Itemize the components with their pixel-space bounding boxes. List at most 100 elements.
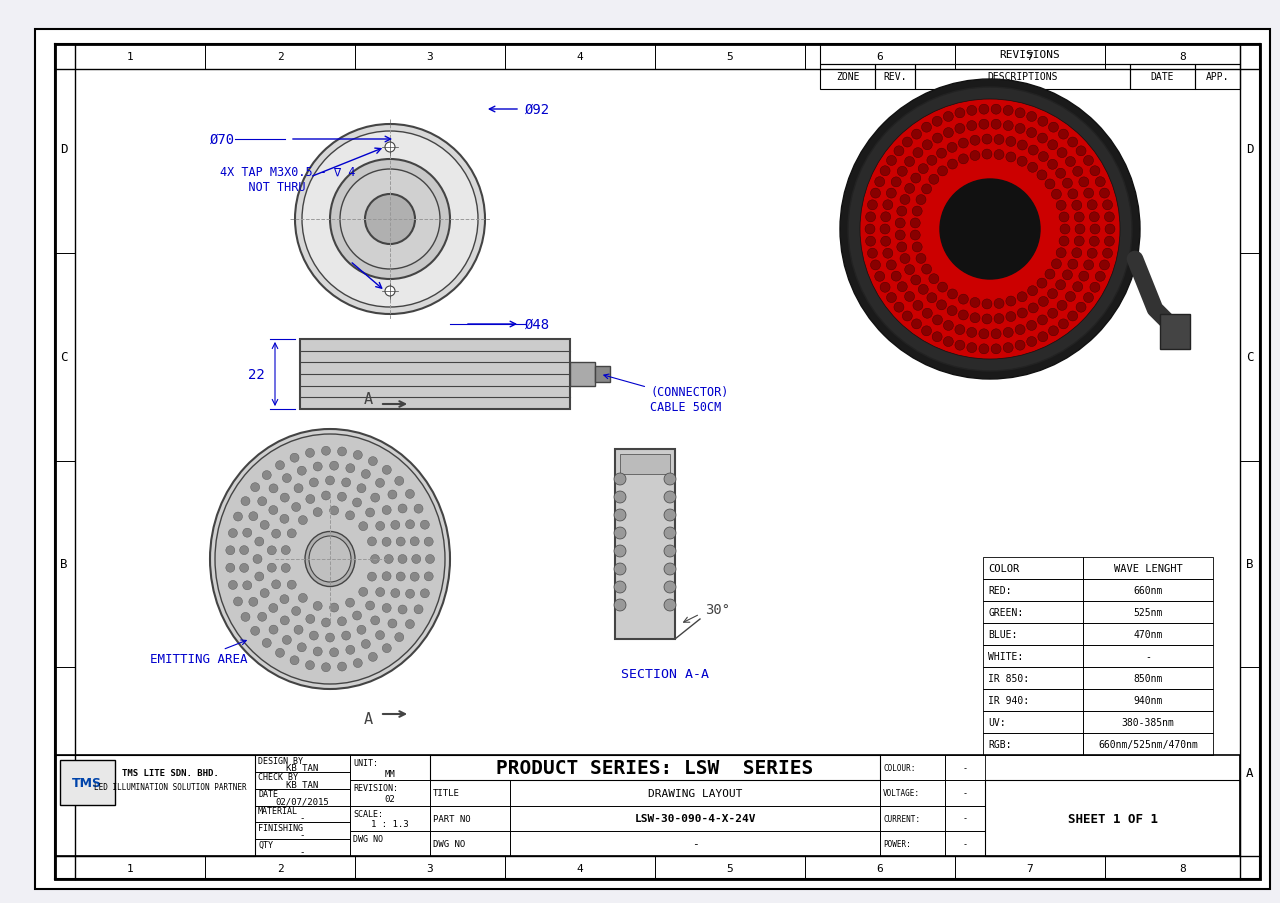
Circle shape (614, 473, 626, 486)
Circle shape (614, 582, 626, 593)
Circle shape (357, 484, 366, 493)
Text: UV:: UV: (988, 717, 1006, 727)
Circle shape (1096, 272, 1105, 282)
Text: 940nm: 940nm (1133, 695, 1162, 705)
Circle shape (891, 272, 901, 282)
Bar (986, 780, 1240, 856)
Circle shape (248, 598, 257, 607)
Bar (620, 454, 669, 474)
Circle shape (897, 207, 906, 217)
Circle shape (1006, 137, 1016, 147)
Ellipse shape (305, 532, 355, 587)
Text: -: - (1146, 651, 1151, 661)
Circle shape (1059, 320, 1069, 330)
Circle shape (384, 554, 393, 563)
Text: MM: MM (384, 768, 396, 777)
Bar (430, 831, 509, 856)
Text: QTY: QTY (259, 840, 273, 849)
Circle shape (1071, 201, 1082, 211)
Circle shape (966, 343, 977, 353)
Circle shape (1018, 141, 1028, 151)
Text: C: C (60, 351, 68, 364)
Bar (255, 823, 349, 839)
Text: (CONNECTOR)
CABLE 50CM: (CONNECTOR) CABLE 50CM (604, 375, 728, 414)
Circle shape (614, 563, 626, 575)
Circle shape (310, 479, 319, 488)
Circle shape (1038, 297, 1048, 307)
Circle shape (1018, 293, 1027, 303)
Circle shape (1073, 283, 1083, 293)
Circle shape (927, 156, 937, 166)
Circle shape (982, 314, 992, 324)
Circle shape (959, 154, 969, 164)
Circle shape (352, 611, 361, 620)
Text: GREEN:: GREEN: (988, 608, 1023, 618)
Circle shape (239, 563, 248, 573)
Bar (595, 367, 611, 383)
Circle shape (905, 293, 915, 303)
Circle shape (388, 490, 397, 499)
Circle shape (991, 344, 1001, 355)
Circle shape (314, 601, 323, 610)
Circle shape (933, 134, 942, 144)
Circle shape (874, 178, 884, 188)
Bar (881, 805, 945, 831)
Circle shape (995, 151, 1004, 161)
Text: B: B (1247, 558, 1253, 571)
Text: 02: 02 (384, 794, 396, 803)
Circle shape (1076, 146, 1085, 156)
Circle shape (283, 474, 292, 483)
Circle shape (922, 185, 932, 195)
Circle shape (292, 503, 301, 512)
Text: D: D (1247, 143, 1253, 156)
Circle shape (358, 588, 367, 597)
Circle shape (1048, 309, 1057, 319)
Bar (509, 780, 881, 805)
Circle shape (406, 590, 415, 599)
Circle shape (664, 473, 676, 486)
Circle shape (1102, 249, 1112, 259)
Text: 660nm: 660nm (1133, 585, 1162, 595)
Circle shape (357, 626, 366, 635)
Circle shape (893, 303, 904, 312)
Text: 470nm: 470nm (1133, 629, 1162, 639)
Circle shape (955, 340, 965, 350)
Circle shape (911, 130, 922, 140)
Text: DWG NO: DWG NO (433, 839, 465, 848)
Circle shape (338, 448, 347, 456)
Circle shape (905, 184, 915, 194)
Circle shape (251, 627, 260, 636)
Text: 660nm/525nm/470nm: 660nm/525nm/470nm (1098, 740, 1198, 749)
Circle shape (297, 643, 306, 652)
Circle shape (1105, 237, 1115, 247)
Circle shape (1068, 260, 1078, 270)
Circle shape (664, 582, 676, 593)
Circle shape (1056, 281, 1066, 291)
Circle shape (664, 563, 676, 575)
Text: LED ILLUMINATION SOLUTION PARTNER: LED ILLUMINATION SOLUTION PARTNER (93, 783, 246, 792)
Circle shape (970, 136, 980, 146)
Bar (430, 805, 509, 831)
Text: IR 850:: IR 850: (988, 674, 1029, 684)
Circle shape (410, 537, 419, 546)
Bar (945, 831, 986, 856)
Circle shape (943, 321, 954, 331)
Text: CHECK BY: CHECK BY (259, 773, 298, 781)
Bar (881, 755, 945, 780)
Text: A: A (60, 767, 68, 779)
Circle shape (982, 150, 992, 160)
Circle shape (291, 656, 300, 665)
Circle shape (269, 604, 278, 613)
Bar (349, 831, 430, 856)
Circle shape (664, 545, 676, 557)
Circle shape (897, 167, 908, 177)
Circle shape (294, 484, 303, 493)
Text: COLOR: COLOR (988, 563, 1019, 573)
Circle shape (911, 320, 922, 330)
Ellipse shape (210, 430, 451, 689)
Circle shape (321, 491, 330, 500)
Circle shape (1038, 332, 1048, 342)
Circle shape (385, 286, 396, 297)
Circle shape (280, 494, 289, 503)
Circle shape (947, 144, 957, 154)
